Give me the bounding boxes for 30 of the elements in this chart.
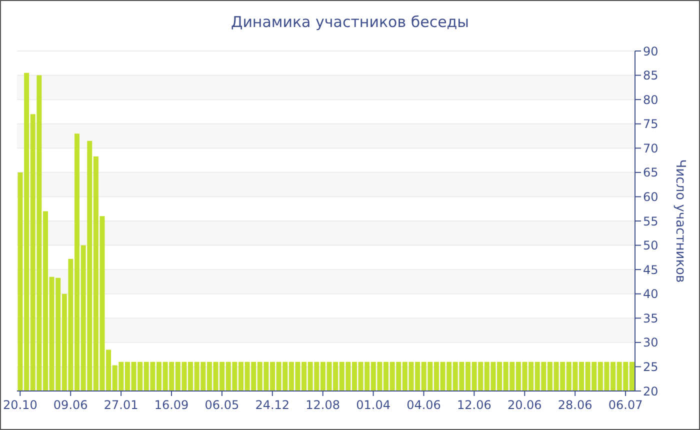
- x-tick-label: 12.08: [306, 398, 340, 412]
- x-tick-label: 20.10: [2, 398, 38, 412]
- y-tick-label: 60: [643, 190, 658, 204]
- y-axis-title: Число участников: [672, 159, 688, 283]
- x-tick-label: 20.06: [507, 398, 542, 412]
- y-tick-label: 20: [643, 384, 658, 398]
- x-tick-label: 06.07: [608, 398, 643, 412]
- y-tick-label: 65: [643, 166, 658, 180]
- x-tick-label: 24.12: [255, 398, 290, 412]
- y-tick-label: 70: [643, 141, 658, 156]
- y-tick-label: 25: [643, 360, 658, 374]
- y-tick-label: 85: [643, 68, 658, 83]
- x-tick-label: 27.01: [104, 398, 138, 412]
- y-tick-label: 35: [643, 311, 658, 326]
- y-tick-label: 30: [643, 336, 658, 350]
- y-tick-label: 45: [643, 262, 658, 277]
- x-tick-label: 01.04: [356, 398, 390, 412]
- y-tick-label: 55: [643, 214, 658, 228]
- x-tick-label: 28.06: [558, 398, 592, 412]
- y-tick-label: 90: [643, 44, 658, 58]
- x-tick-label: 12.06: [457, 398, 492, 412]
- x-tick-label: 06.05: [204, 398, 240, 412]
- y-tick-label: 50: [643, 238, 658, 253]
- y-tick-label: 80: [643, 92, 658, 107]
- x-tick-label: 09.06: [53, 398, 88, 412]
- x-tick-label: 16.09: [154, 398, 189, 412]
- x-tick-label: 04.06: [406, 398, 441, 412]
- y-tick-label: 75: [643, 117, 658, 132]
- y-tick-label: 40: [643, 287, 658, 302]
- chart-title: Динамика участников беседы: [230, 13, 470, 31]
